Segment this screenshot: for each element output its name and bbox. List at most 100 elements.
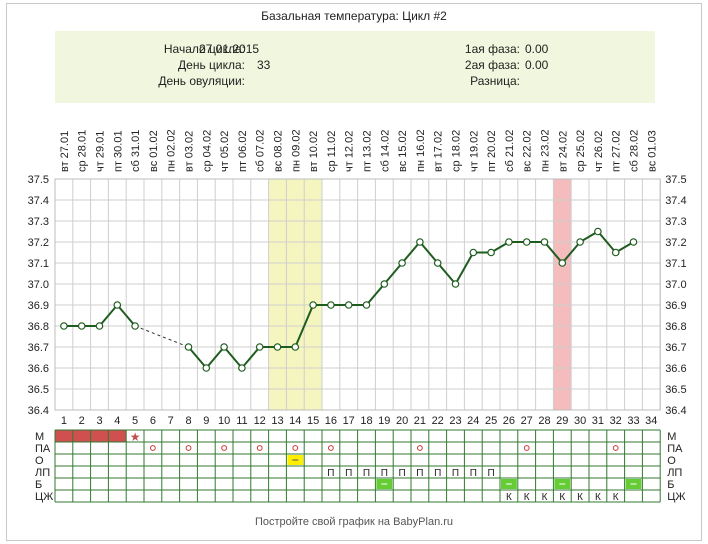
day-number-label: 24	[467, 415, 479, 427]
circle-mark	[292, 445, 299, 451]
circle-mark	[612, 445, 619, 451]
temperature-point	[220, 343, 228, 351]
highlight-band-yellow	[268, 179, 287, 410]
y-tick-label-left: 36.9	[28, 300, 49, 312]
date-label: ср 11.02	[326, 131, 338, 172]
chart-title: Базальная температура: Цикл #2	[261, 9, 447, 23]
day-number-label: 16	[325, 415, 337, 427]
day-number-label: 20	[396, 415, 408, 427]
y-tick-label-left: 36.8	[28, 321, 49, 333]
date-label: чт 26.02	[593, 131, 605, 172]
day-number-label: 18	[360, 415, 372, 427]
letter-mark: П	[345, 468, 352, 479]
day-number-label: 34	[645, 415, 657, 427]
temperature-line-segment	[597, 230, 617, 254]
letter-mark: П	[416, 468, 423, 479]
temperature-line-segment	[419, 241, 439, 264]
phase1-value: 0.00	[525, 42, 549, 56]
date-label: чт 05.02	[219, 131, 231, 172]
temperature-point	[416, 238, 424, 246]
letter-mark: К	[542, 492, 548, 503]
y-tick-label-left: 37.2	[28, 237, 49, 249]
y-tick-label-left: 36.6	[28, 363, 49, 375]
y-tick-label-left: 37.4	[28, 195, 49, 207]
highlight-band-pink	[553, 179, 572, 410]
circle-mark	[221, 445, 228, 451]
day-number-label: 27	[521, 415, 533, 427]
date-label: ср 04.02	[201, 130, 213, 172]
day-number-label: 21	[414, 415, 426, 427]
menstruation-mark	[72, 430, 91, 442]
y-tick-label-left: 36.5	[28, 384, 49, 396]
temperature-line-segment	[436, 262, 457, 285]
date-label: сб 07.02	[255, 130, 267, 172]
day-number-label: 2	[79, 415, 85, 427]
date-label: пн 09.02	[290, 129, 302, 172]
day-number-label: 9	[203, 415, 209, 427]
date-label: пн 23.02	[540, 129, 552, 172]
date-label: вт 10.02	[308, 131, 320, 172]
y-tick-label-right: 36.8	[665, 321, 686, 333]
day-number-label: 7	[168, 415, 174, 427]
temperature-point	[95, 322, 104, 330]
temperature-point	[433, 259, 442, 267]
highlight-band-yellow	[304, 179, 322, 410]
y-tick-label-right: 36.7	[665, 342, 686, 354]
footer-link[interactable]: Постройте свой график на BabyPlan.ru	[254, 516, 454, 528]
temperature-point	[558, 259, 567, 267]
row-label-right: ЛП	[667, 467, 682, 479]
temperature-point	[576, 238, 584, 246]
day-number-label: 1	[61, 415, 67, 427]
temperature-point	[255, 343, 264, 351]
star-icon: ★	[130, 430, 141, 444]
date-label: сб 21.02	[504, 130, 516, 172]
temperature-point	[540, 238, 549, 246]
y-tick-label-left: 36.7	[28, 342, 49, 354]
date-label: вт 24.02	[557, 131, 569, 172]
cycle-start-label: Начало цикла:	[163, 42, 245, 56]
temperature-point	[380, 280, 389, 288]
temperature-line-segment	[205, 346, 225, 369]
y-tick-label-right: 36.6	[665, 363, 686, 375]
y-tick-label-left: 37.3	[28, 216, 49, 228]
y-tick-label-left: 37.0	[28, 279, 49, 291]
temperature-line-segment	[383, 262, 403, 285]
letter-mark: К	[613, 492, 619, 503]
date-label: пн 16.02	[415, 129, 427, 172]
date-label: сб 31.01	[130, 130, 142, 172]
temperature-line-segment	[187, 346, 208, 369]
letter-mark: П	[488, 468, 495, 479]
temperature-point	[309, 301, 317, 309]
menstruation-mark	[108, 430, 127, 442]
day-number-label: 14	[289, 415, 301, 427]
temperature-point	[202, 364, 211, 372]
y-tick-label-right: 37.0	[665, 279, 686, 291]
letter-mark: П	[327, 468, 334, 479]
row-label-left: Б	[35, 479, 42, 491]
menstruation-mark	[55, 430, 73, 442]
day-number-label: 6	[150, 415, 156, 427]
date-label: вт 03.02	[184, 131, 196, 172]
temperature-line-segment	[401, 241, 421, 264]
plot-border	[54, 178, 661, 411]
circle-mark	[523, 445, 530, 451]
temperature-point	[522, 238, 531, 246]
y-tick-label-right: 36.5	[665, 384, 686, 396]
date-label: ср 25.02	[575, 130, 587, 172]
date-label: пт 13.02	[362, 130, 374, 172]
date-label: вс 15.02	[397, 130, 409, 172]
day-number-label: 33	[627, 415, 639, 427]
letter-mark: К	[577, 492, 583, 503]
temperature-point	[362, 301, 371, 309]
temperature-point	[344, 301, 353, 309]
temperature-line-segment	[561, 241, 581, 264]
date-label: вт 17.02	[433, 131, 445, 172]
row-label-left: ПА	[35, 443, 51, 455]
temperature-point	[469, 248, 478, 257]
letter-mark: П	[452, 468, 459, 479]
date-label: пт 20.02	[486, 130, 498, 172]
date-label: чт 19.02	[468, 131, 480, 172]
circle-mark	[328, 445, 334, 451]
difference-label: Разница:	[470, 74, 520, 88]
